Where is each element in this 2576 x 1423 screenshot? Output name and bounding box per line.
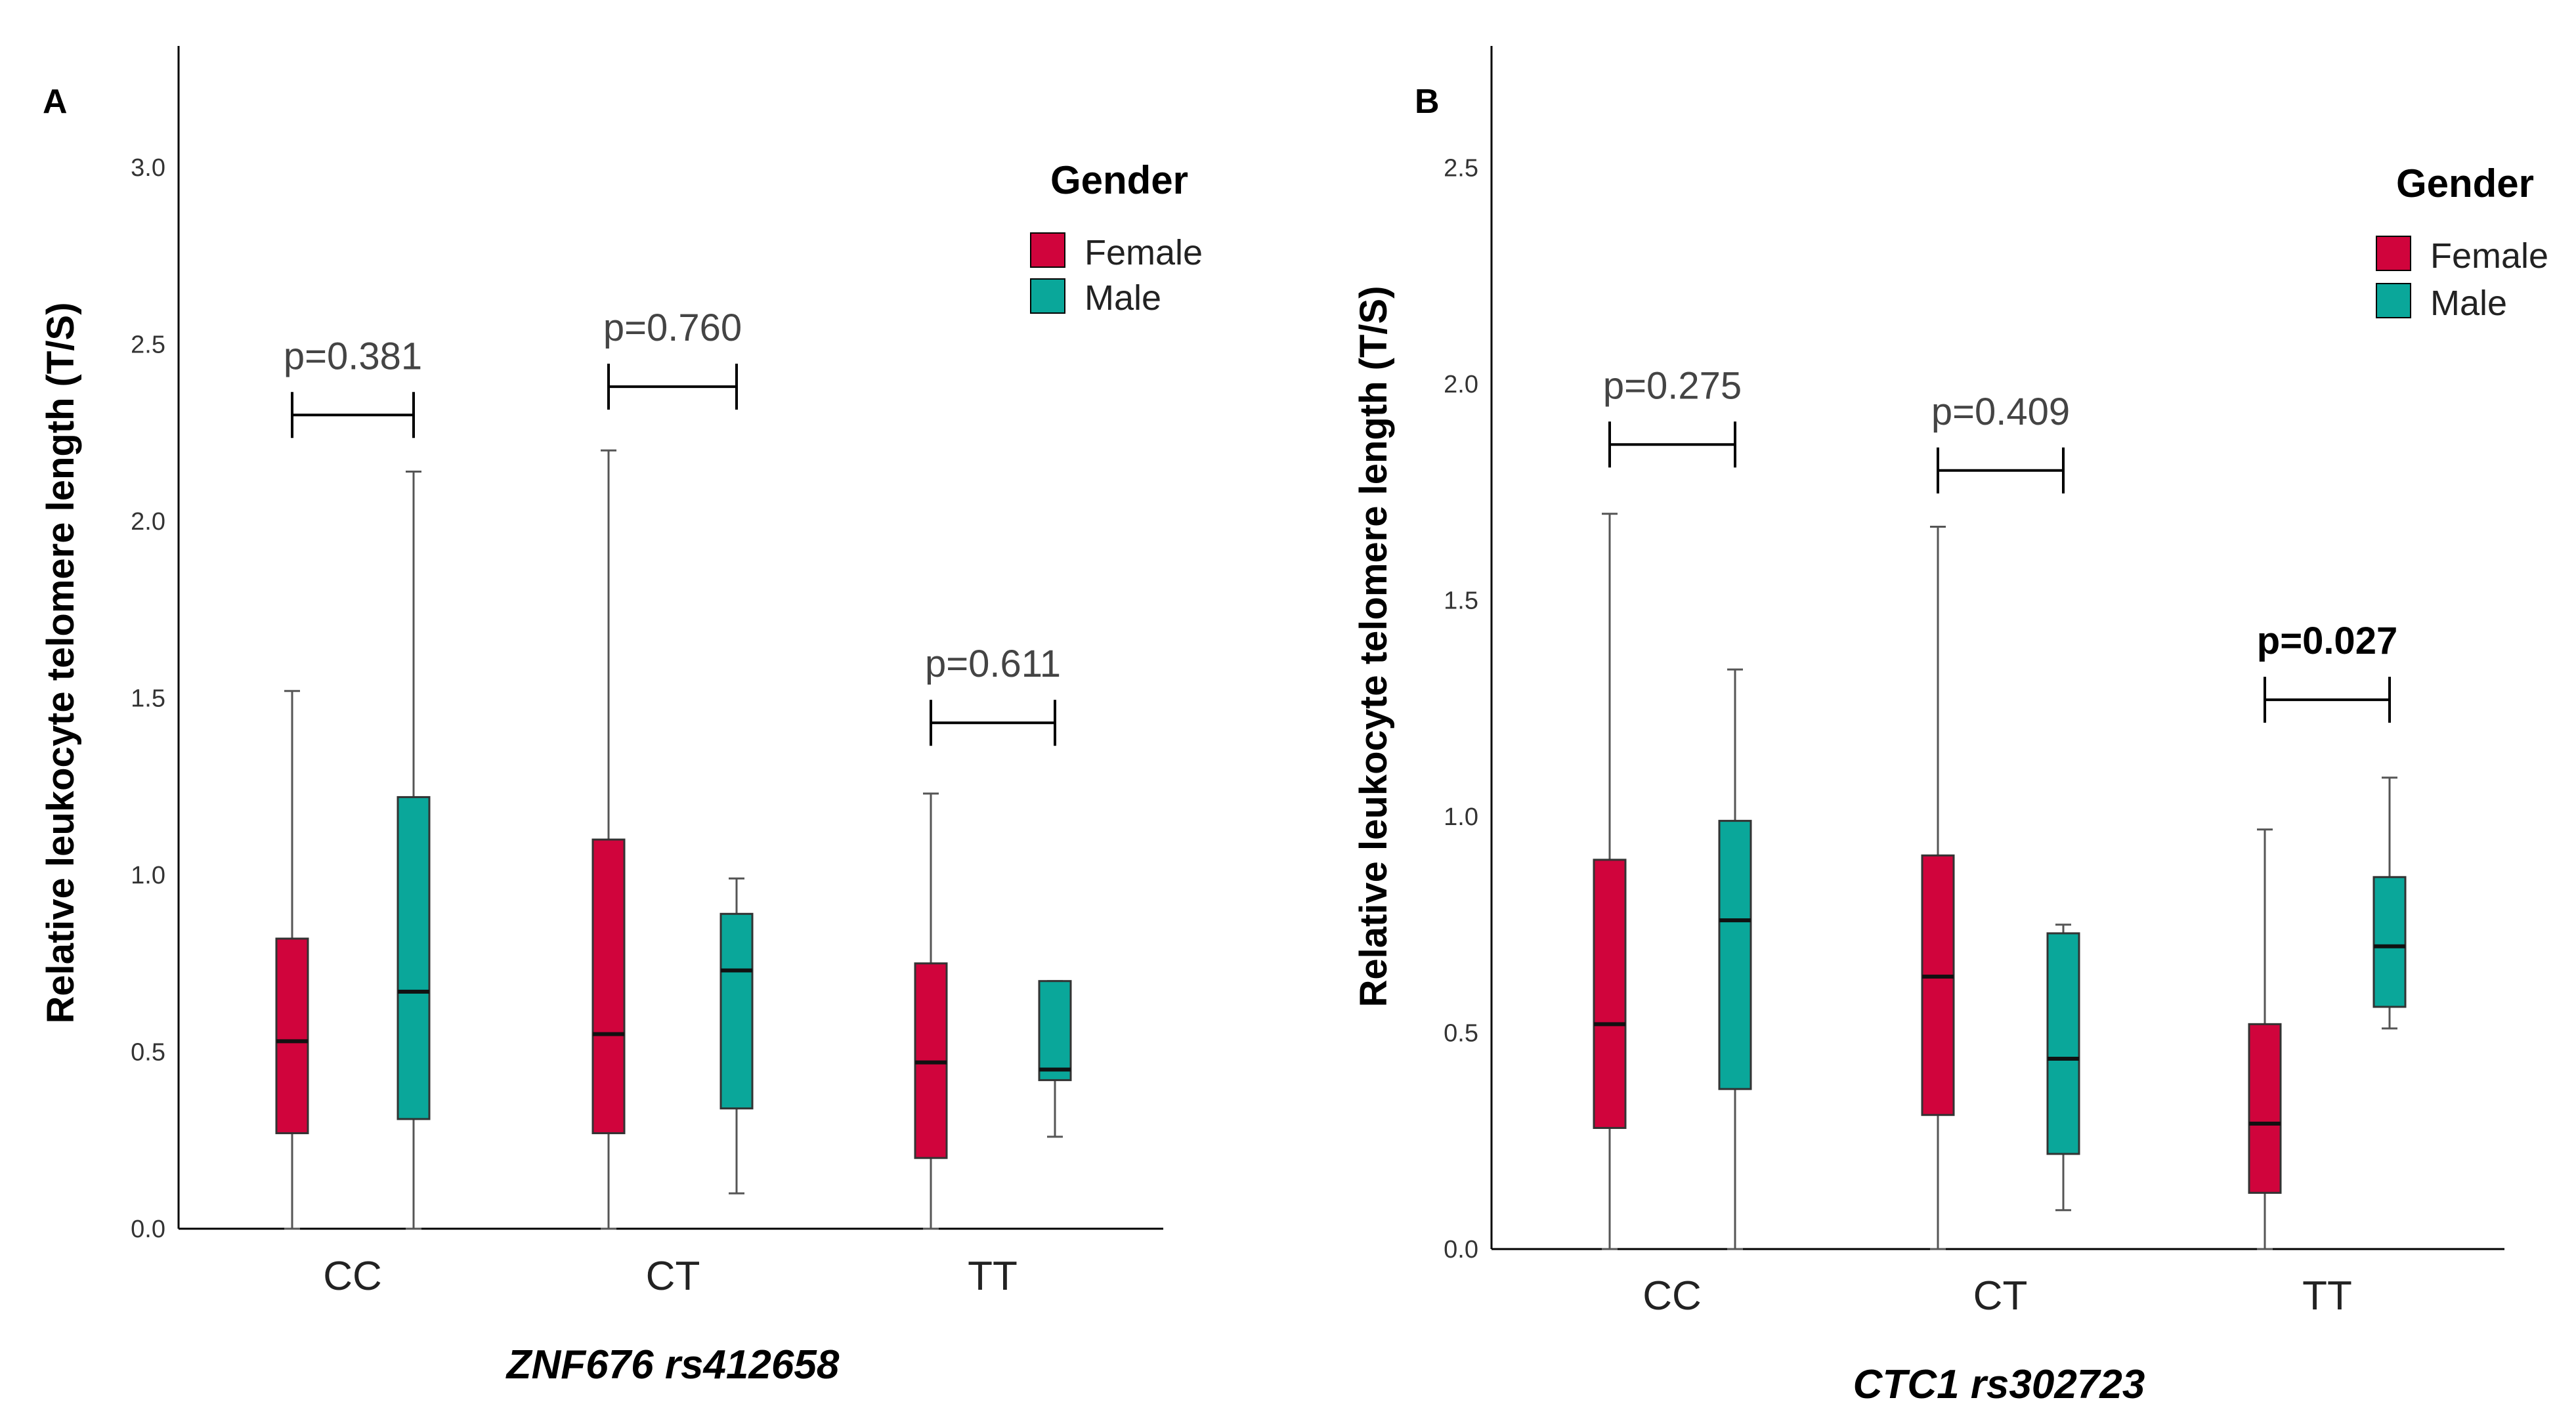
panel-a-legend-female-swatch (1030, 232, 1065, 268)
box-female-cc (1593, 859, 1627, 1129)
y-tick-label: 0.0 (131, 1216, 165, 1243)
panel-b-legend-title: Gender (2396, 161, 2534, 205)
panel-a-legend-title: Gender (1050, 158, 1188, 202)
y-tick-label: 2.0 (1444, 371, 1478, 398)
box-female-tt (2248, 1023, 2282, 1194)
panel-b-category-ct: CT (1973, 1273, 2028, 1319)
panel-a-category-ct: CT (646, 1254, 700, 1299)
panel-a-x-axis-label: ZNF676 rs412658 (505, 1342, 840, 1388)
panel-b-legend-female: Female (2430, 236, 2548, 276)
p-value-ct: p=0.409 (1931, 391, 2070, 433)
y-tick-label: 0.5 (1444, 1020, 1478, 1048)
panel-a-legend-male: Male (1084, 278, 1161, 318)
p-value-cc: p=0.381 (284, 335, 422, 377)
box-male-ct (719, 912, 754, 1110)
panel-b-legend-male: Male (2430, 284, 2507, 323)
panel-b-comparisons: p=0.275 p=0.409 p=0.027 (1603, 364, 2397, 723)
y-tick-label: 1.5 (131, 685, 165, 713)
box-male-ct (2046, 932, 2080, 1155)
box-male-cc (397, 796, 431, 1120)
panel-b-letter: B (1415, 83, 1440, 121)
panel-a-letter: A (43, 83, 68, 121)
panel-b-category-tt: TT (2302, 1273, 2352, 1319)
panel-b-y-ticks: 0.0 0.5 1.0 1.5 2.0 2.5 (1444, 155, 1478, 1264)
panel-a-legend-female: Female (1084, 233, 1203, 272)
box-male-cc (1718, 820, 1752, 1090)
panel-a-comparisons: p=0.381 p=0.760 p=0.611 (284, 307, 1061, 746)
panel-b-y-axis-label: Relative leukocyte telomere length (T/S) (1352, 286, 1395, 1007)
panel-a-boxes (275, 449, 1072, 1230)
panel-b-x-axis-label: CTC1 rs302723 (1853, 1362, 2145, 1407)
y-tick-label: 1.0 (1444, 803, 1478, 831)
p-value-cc: p=0.275 (1603, 364, 1742, 407)
panel-a: A 0.00.51.01.52.02.53.0 p=0.381p=0.760p=… (39, 46, 1203, 1388)
panel-a-category-tt: TT (968, 1254, 1018, 1299)
y-tick-label: 1.5 (1444, 587, 1478, 615)
y-tick-label: 2.5 (131, 331, 165, 359)
p-value-ct: p=0.760 (603, 307, 742, 349)
box-female-ct (1921, 854, 1955, 1116)
box-female-cc (275, 937, 309, 1134)
y-tick-label: 1.0 (131, 862, 165, 889)
panel-b-category-cc: CC (1642, 1273, 1702, 1319)
box-female-ct (591, 838, 626, 1134)
panel-a-legend-male-swatch (1030, 278, 1065, 314)
p-value-tt: p=0.611 (925, 643, 1061, 685)
y-tick-label: 2.5 (1444, 155, 1478, 182)
panel-b-legend-female-swatch (2376, 236, 2411, 271)
box-male-tt (2372, 876, 2407, 1008)
panel-a-category-cc: CC (323, 1254, 382, 1299)
box-male-tt (1038, 980, 1072, 1082)
panel-b: B 0.0 0.5 1.0 1.5 2.0 2.5 p=0.275 p=0.409 p=0.0… (1352, 46, 2548, 1407)
panel-b-legend-male-swatch (2376, 283, 2411, 318)
panel-a-y-ticks: 0.0 0.5 1.0 1.5 2.0 2.5 3.0 (131, 154, 165, 1243)
y-tick-label: 2.0 (131, 508, 165, 536)
panel-a-y-axis-label: Relative leukocyte telomere length (T/S) (39, 302, 82, 1023)
y-tick-label: 3.0 (131, 154, 165, 182)
p-value-tt: p=0.027 (2257, 620, 2397, 662)
panel-b-boxes (1593, 513, 2407, 1250)
y-tick-label: 0.0 (1444, 1236, 1478, 1264)
y-tick-label: 0.5 (131, 1039, 165, 1067)
